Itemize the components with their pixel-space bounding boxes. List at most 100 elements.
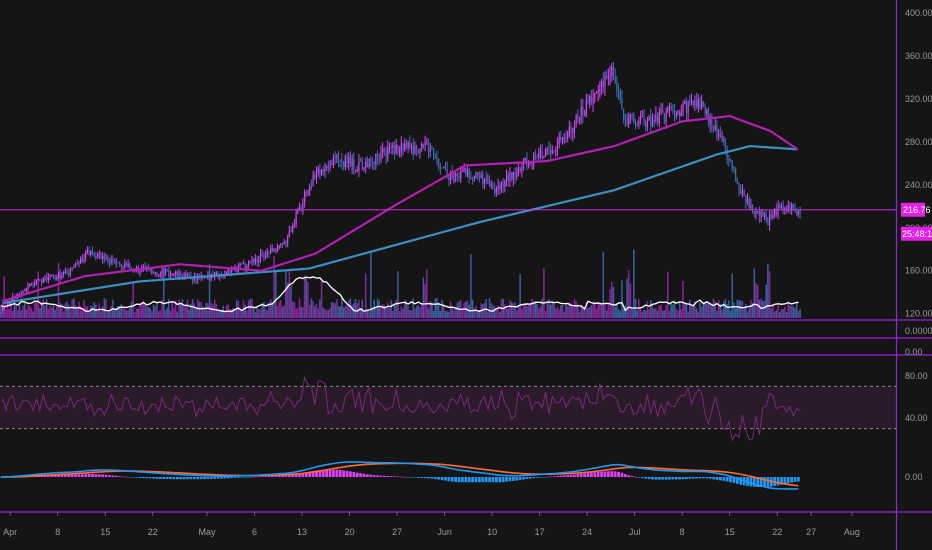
macd-histogram-bar: [780, 477, 783, 485]
volume-bar: [166, 307, 168, 318]
time-tick-label: 22: [772, 527, 782, 537]
macd-histogram-bar: [430, 477, 434, 479]
volume-bars: [0, 249, 801, 318]
macd-histogram-bar: [155, 477, 159, 479]
volume-bar: [81, 310, 84, 318]
volume-bar: [565, 303, 567, 318]
volume-bar: [188, 309, 190, 318]
macd-histogram-bar: [315, 470, 318, 477]
candle-body: [463, 168, 465, 171]
volume-bar: [234, 309, 236, 318]
volume-bar: [132, 281, 134, 318]
candle-body: [455, 174, 457, 176]
volume-bar: [105, 299, 107, 318]
volume-bar: [203, 307, 206, 318]
volume-bar: [526, 306, 528, 318]
volume-bar: [359, 309, 362, 318]
volume-bar: [558, 309, 560, 318]
volume-bar: [429, 300, 431, 318]
macd-histogram-bar: [145, 477, 149, 479]
candle-body: [336, 156, 338, 158]
volume-bar: [658, 305, 661, 318]
candle-body: [702, 101, 704, 105]
volume-bar: [319, 299, 321, 318]
candle-body: [320, 169, 323, 175]
macd-histogram-bar: [406, 477, 410, 478]
macd-histogram-bar: [304, 472, 308, 477]
volume-bar: [193, 303, 196, 318]
volume-bar: [595, 308, 598, 318]
volume-bar: [515, 310, 518, 318]
volume-bar: [532, 300, 535, 318]
candle-body: [103, 255, 105, 259]
candle-body: [346, 156, 348, 164]
volume-bar: [461, 310, 464, 318]
volume-bar: [178, 299, 180, 318]
volume-bar: [268, 302, 270, 318]
candle-body: [421, 143, 423, 149]
time-tick-label: 22: [148, 527, 158, 537]
macd-histogram-bar: [91, 473, 94, 477]
volume-bar: [363, 311, 365, 318]
candle-body: [392, 145, 394, 148]
rsi-line: [2, 375, 801, 442]
candle-body: [606, 75, 608, 78]
macd-histogram-bar: [461, 477, 464, 483]
candle-body: [373, 163, 375, 165]
volume-bar: [536, 304, 538, 318]
candle-body: [643, 115, 645, 123]
candle-body: [521, 168, 523, 171]
candle-body: [441, 167, 443, 169]
macd-histogram-bar: [413, 477, 417, 478]
macd-histogram-bar: [206, 477, 210, 480]
macd-histogram-bar: [471, 477, 474, 483]
volume-bar: [50, 307, 53, 318]
volume-bar: [403, 299, 406, 318]
candle-body: [326, 167, 328, 169]
candle-body: [249, 260, 251, 262]
candle-body: [787, 205, 789, 210]
macd-histogram-bar: [444, 477, 447, 481]
volume-bar: [583, 306, 586, 318]
volume-bar: [56, 304, 58, 318]
volume-bar: [39, 308, 41, 318]
candle-body: [697, 98, 699, 108]
candle-body: [495, 188, 497, 194]
volume-bar: [414, 308, 416, 318]
macd-histogram-bar: [596, 472, 600, 477]
candle-body: [32, 283, 34, 286]
candle-body: [361, 161, 363, 170]
volume-bar: [217, 310, 219, 318]
macd-histogram-bar: [383, 475, 386, 477]
candle-body: [164, 269, 167, 274]
volume-bar: [79, 306, 82, 318]
volume-bar: [722, 301, 725, 318]
macd-histogram-bar: [522, 477, 525, 480]
volume-bar: [604, 303, 606, 318]
volume-bar: [588, 307, 591, 318]
macd-histogram-bar: [617, 471, 620, 477]
candle-body: [767, 220, 769, 226]
volume-bar: [291, 301, 294, 318]
volume-bar: [546, 302, 549, 318]
volume-bar: [431, 302, 433, 318]
candle-body: [774, 209, 776, 215]
volume-bar: [739, 300, 742, 318]
volume-bar: [383, 305, 386, 318]
macd-histogram-bar: [230, 477, 233, 479]
candle-body: [263, 254, 265, 259]
volume-bar: [439, 310, 442, 318]
volume-bar: [733, 302, 735, 318]
macd-histogram-bar: [172, 477, 176, 480]
candle-body: [327, 167, 329, 169]
macd-histogram-bar: [311, 470, 315, 477]
macd-histogram-bar: [739, 477, 743, 485]
candle-body: [599, 88, 601, 92]
volume-bar: [790, 306, 793, 318]
volume-bar: [3, 276, 6, 318]
volume-bar: [232, 308, 235, 318]
candle-body: [119, 262, 121, 264]
candle-body: [309, 185, 311, 191]
candle-body: [458, 175, 460, 179]
